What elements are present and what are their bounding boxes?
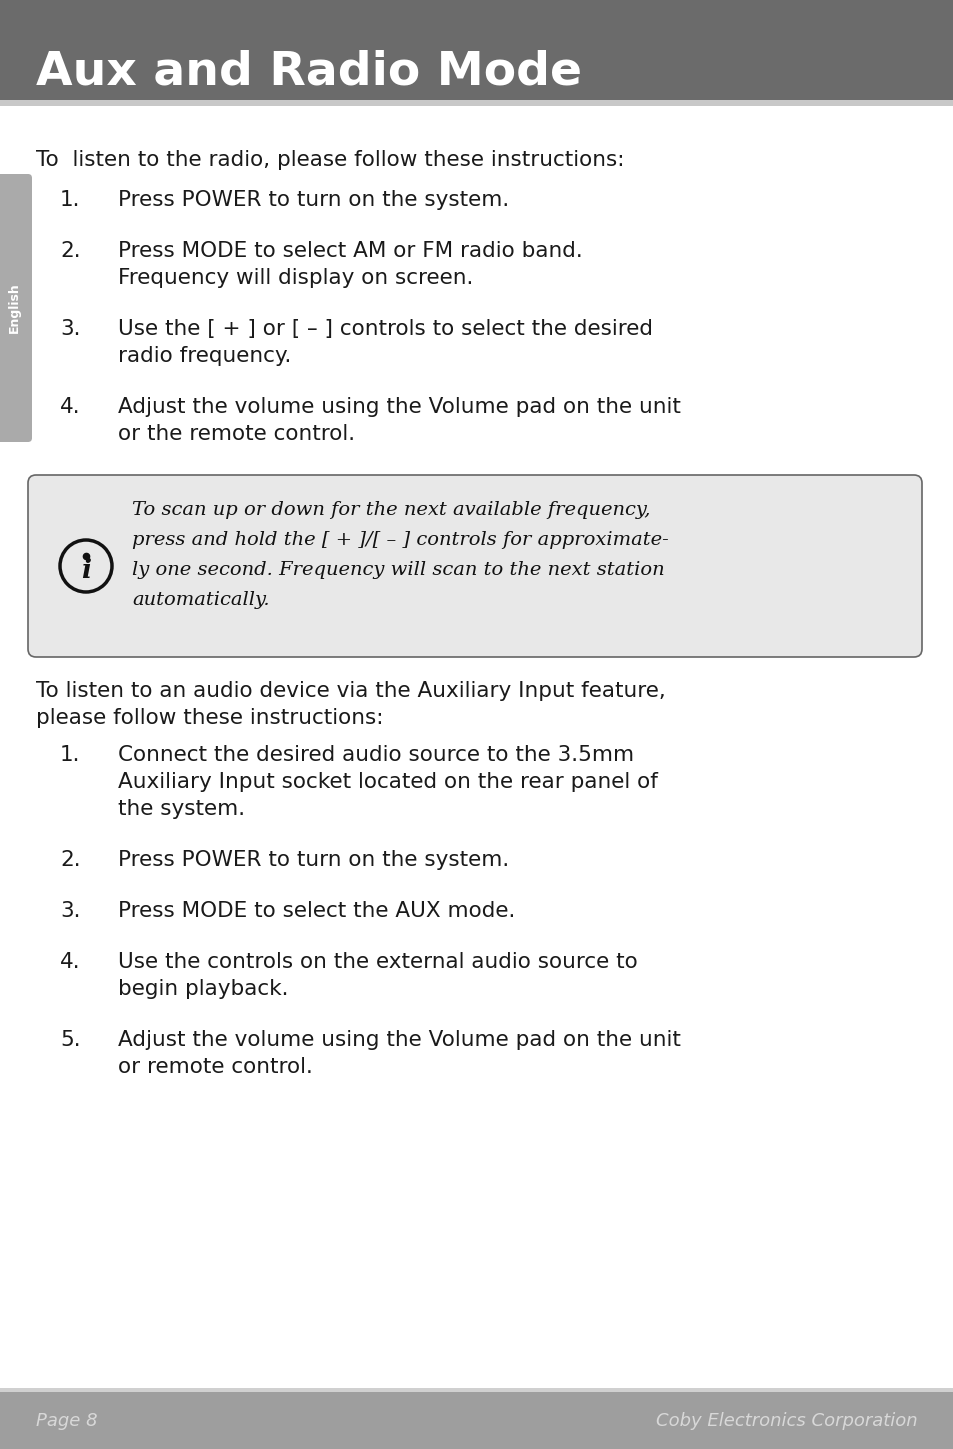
Text: 3.: 3.: [60, 319, 80, 339]
Text: English: English: [8, 283, 20, 333]
Text: 3.: 3.: [60, 901, 80, 922]
Text: radio frequency.: radio frequency.: [118, 346, 291, 367]
Text: Adjust the volume using the Volume pad on the unit: Adjust the volume using the Volume pad o…: [118, 397, 680, 417]
FancyBboxPatch shape: [28, 475, 921, 656]
Bar: [0, 1388, 953, 1392]
Text: Auxiliary Input socket located on the rear panel of: Auxiliary Input socket located on the re…: [118, 772, 658, 793]
Bar: [0, 100, 953, 106]
Text: the system.: the system.: [118, 798, 245, 819]
Text: Use the controls on the external audio source to: Use the controls on the external audio s…: [118, 952, 638, 972]
Bar: [0, 0, 953, 100]
Text: automatically.: automatically.: [132, 591, 270, 609]
Text: 2.: 2.: [60, 241, 81, 261]
Text: 4.: 4.: [60, 397, 81, 417]
Text: press and hold the [ + ]/[ – ] controls for approximate-: press and hold the [ + ]/[ – ] controls …: [132, 530, 668, 549]
Text: Aux and Radio Mode: Aux and Radio Mode: [36, 49, 581, 94]
Text: i: i: [81, 558, 91, 584]
Text: Use the [ + ] or [ – ] controls to select the desired: Use the [ + ] or [ – ] controls to selec…: [118, 319, 652, 339]
Text: Connect the desired audio source to the 3.5mm: Connect the desired audio source to the …: [118, 745, 634, 765]
Text: or the remote control.: or the remote control.: [118, 425, 355, 443]
Text: Press MODE to select the AUX mode.: Press MODE to select the AUX mode.: [118, 901, 515, 922]
Text: Page 8: Page 8: [36, 1411, 97, 1430]
Text: To  listen to the radio, please follow these instructions:: To listen to the radio, please follow th…: [36, 151, 624, 170]
Text: Adjust the volume using the Volume pad on the unit: Adjust the volume using the Volume pad o…: [118, 1030, 680, 1051]
Text: To listen to an audio device via the Auxiliary Input feature,: To listen to an audio device via the Aux…: [36, 681, 665, 701]
Text: Press POWER to turn on the system.: Press POWER to turn on the system.: [118, 190, 509, 210]
Text: 1.: 1.: [60, 190, 80, 210]
FancyBboxPatch shape: [0, 174, 32, 442]
Text: Press MODE to select AM or FM radio band.: Press MODE to select AM or FM radio band…: [118, 241, 582, 261]
Text: or remote control.: or remote control.: [118, 1056, 313, 1077]
Text: 5.: 5.: [60, 1030, 81, 1051]
Text: begin playback.: begin playback.: [118, 980, 288, 998]
Text: 2.: 2.: [60, 851, 81, 869]
Text: 1.: 1.: [60, 745, 80, 765]
Text: 4.: 4.: [60, 952, 81, 972]
Bar: [0, 1392, 953, 1449]
Text: Frequency will display on screen.: Frequency will display on screen.: [118, 268, 473, 288]
Text: ly one second. Frequency will scan to the next station: ly one second. Frequency will scan to th…: [132, 561, 664, 580]
Text: please follow these instructions:: please follow these instructions:: [36, 709, 383, 727]
Text: Press POWER to turn on the system.: Press POWER to turn on the system.: [118, 851, 509, 869]
Text: To scan up or down for the next available frequency,: To scan up or down for the next availabl…: [132, 501, 650, 519]
Text: Coby Electronics Corporation: Coby Electronics Corporation: [656, 1411, 917, 1430]
